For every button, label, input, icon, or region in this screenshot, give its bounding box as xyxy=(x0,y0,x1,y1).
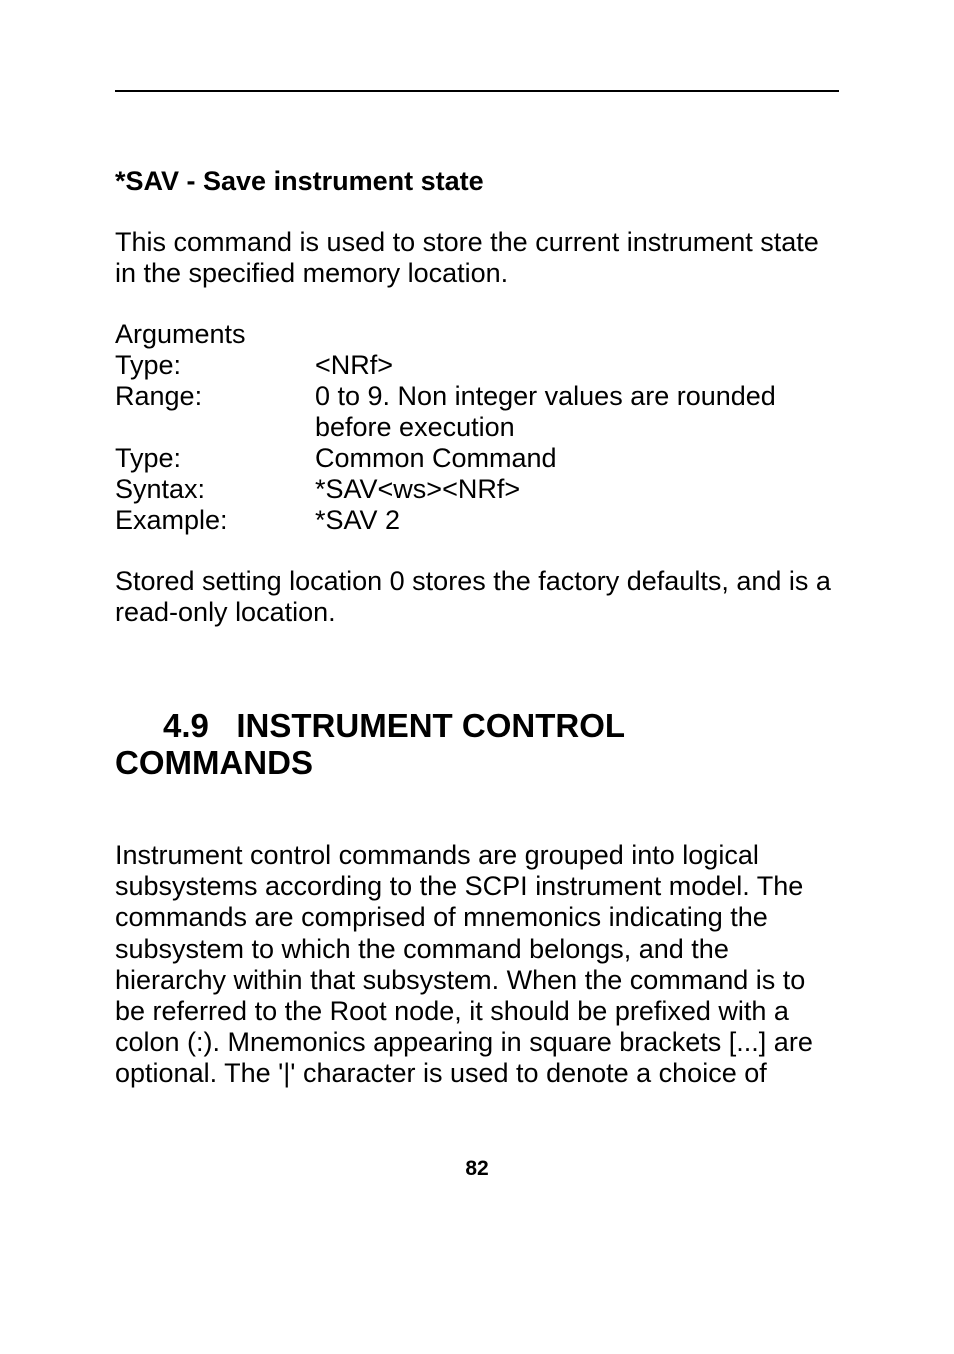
section-heading: 4.9 INSTRUMENT CONTROL COMMANDS xyxy=(115,707,839,783)
arguments-header: Arguments xyxy=(115,319,839,350)
section-title-line2: COMMANDS xyxy=(115,744,313,781)
arg-row: Type: Common Command xyxy=(115,443,839,474)
page-number: 82 xyxy=(115,1157,839,1181)
arg-label: Type: xyxy=(115,443,315,474)
sav-footer-note: Stored setting location 0 stores the fac… xyxy=(115,566,839,628)
sav-intro-paragraph: This command is used to store the curren… xyxy=(115,227,839,289)
arg-value: *SAV 2 xyxy=(315,505,839,536)
arg-label: Range: xyxy=(115,381,315,443)
arg-value: Common Command xyxy=(315,443,839,474)
arg-label: Syntax: xyxy=(115,474,315,505)
section-number: 4.9 xyxy=(163,707,209,744)
arg-value: *SAV<ws><NRf> xyxy=(315,474,839,505)
horizontal-rule xyxy=(115,90,839,92)
arguments-block: Arguments Type: <NRf> Range: 0 to 9. Non… xyxy=(115,319,839,536)
arg-label: Example: xyxy=(115,505,315,536)
arg-value: 0 to 9. Non integer values are rounded b… xyxy=(315,381,839,443)
arg-label: Type: xyxy=(115,350,315,381)
section-body-paragraph: Instrument control commands are grouped … xyxy=(115,840,839,1088)
sav-command-title: *SAV - Save instrument state xyxy=(115,166,839,197)
arg-row: Type: <NRf> xyxy=(115,350,839,381)
arg-row: Range: 0 to 9. Non integer values are ro… xyxy=(115,381,839,443)
page-container: *SAV - Save instrument state This comman… xyxy=(0,0,954,1354)
arg-value: <NRf> xyxy=(315,350,839,381)
section-title-line1: INSTRUMENT CONTROL xyxy=(236,707,625,744)
arg-row: Syntax: *SAV<ws><NRf> xyxy=(115,474,839,505)
arg-row: Example: *SAV 2 xyxy=(115,505,839,536)
